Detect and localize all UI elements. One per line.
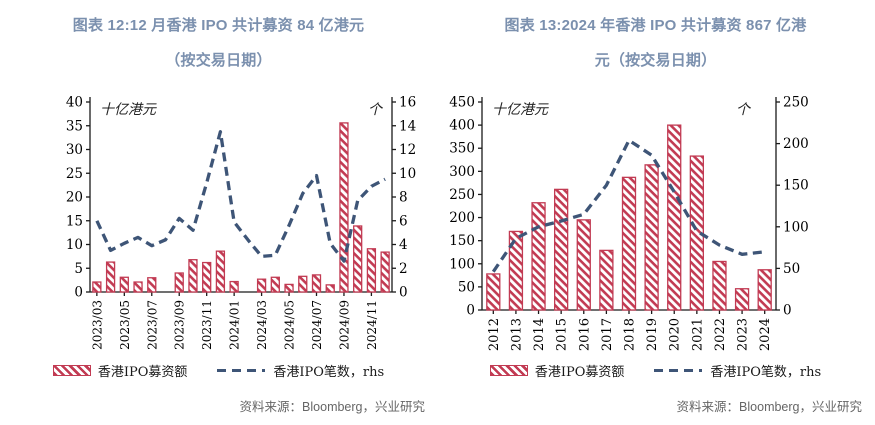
bar-series-label: 香港IPO募资额 [97,365,188,380]
svg-text:2023/03: 2023/03 [90,300,104,350]
line-series-label: 香港IPO笔数，rhs [710,365,822,380]
svg-text:12: 12 [399,142,416,158]
svg-text:2018: 2018 [623,318,638,351]
svg-text:40: 40 [66,95,83,111]
svg-text:200: 200 [783,136,809,152]
svg-text:2021: 2021 [690,318,705,351]
svg-text:250: 250 [783,95,809,111]
svg-text:0: 0 [399,285,408,301]
chart-title-line2: 元（按交易日期） [594,52,717,69]
svg-text:0: 0 [74,285,83,301]
chart-title-line1: 图表 13:2024 年香港 IPO 共计募资 867 亿港 [504,17,807,34]
legend-yearly: 香港IPO募资额 香港IPO笔数，rhs [437,361,874,380]
svg-text:10: 10 [399,166,416,182]
source-note-monthly: 资料来源：Bloomberg，兴业研究 [239,400,425,414]
svg-text:35: 35 [66,118,83,134]
svg-text:25: 25 [66,166,83,182]
svg-text:2024/07: 2024/07 [310,300,324,350]
svg-text:30: 30 [66,142,83,158]
svg-text:2: 2 [399,261,408,277]
bar-series-swatch [489,365,528,376]
svg-text:2015: 2015 [555,318,570,351]
bar-series-swatch [52,365,91,376]
chart-panel-monthly: 图表 12:12 月香港 IPO 共计募资 84 亿港元 （按交易日期） 0 5 1… [0,0,437,425]
svg-text:150: 150 [449,233,475,249]
svg-text:400: 400 [449,118,475,134]
svg-text:2017: 2017 [600,318,615,351]
svg-text:15: 15 [66,213,83,229]
line-series-swatch [217,368,266,373]
svg-text:2024/05: 2024/05 [283,300,297,350]
line-series-label: 香港IPO笔数，rhs [273,365,385,380]
svg-text:50: 50 [458,279,475,295]
svg-text:10: 10 [66,237,83,253]
svg-text:14: 14 [399,118,416,134]
svg-text:50: 50 [783,261,800,277]
svg-text:2016: 2016 [577,318,592,351]
svg-text:2022: 2022 [713,318,728,351]
svg-text:2019: 2019 [645,318,660,351]
svg-text:150: 150 [783,178,809,194]
svg-text:4: 4 [399,237,408,253]
svg-text:6: 6 [399,213,408,229]
svg-text:2012: 2012 [487,318,502,351]
svg-text:20: 20 [66,190,83,206]
monthly-ipo-chart: 0 5 10 15 20 25 30 35 40 0 2 4 6 8 10 12 14 16 2023/03 2023… [66,95,416,350]
svg-text:2023/09: 2023/09 [173,300,187,350]
svg-text:2024/09: 2024/09 [337,300,351,350]
svg-text:个: 个 [736,102,752,118]
svg-text:2023/11: 2023/11 [200,300,214,350]
svg-text:0: 0 [783,303,792,319]
svg-text:2014: 2014 [532,318,547,351]
svg-text:个: 个 [368,102,384,118]
svg-text:2023: 2023 [736,318,751,351]
legend-monthly: 香港IPO募资额 香港IPO笔数，rhs [0,361,437,380]
svg-text:350: 350 [449,141,475,157]
svg-text:300: 300 [449,164,475,180]
svg-text:8: 8 [399,190,408,206]
svg-text:100: 100 [783,219,809,235]
svg-text:2024: 2024 [758,318,773,351]
svg-text:100: 100 [449,256,475,272]
svg-text:16: 16 [399,95,416,111]
source-note-yearly: 资料来源：Bloomberg，兴业研究 [676,400,862,414]
chart-panel-yearly: 图表 13:2024 年香港 IPO 共计募资 867 亿港 元（按交易日期） … [437,0,874,425]
yearly-ipo-chart: 0 50 100 150 200 250 300 350 400 450 0 50 100 150 200 2… [449,95,809,352]
svg-text:2013: 2013 [509,318,524,351]
svg-text:0: 0 [466,303,475,319]
svg-text:2023/07: 2023/07 [145,300,159,350]
svg-text:2023/05: 2023/05 [118,300,132,350]
svg-text:450: 450 [449,95,475,111]
svg-text:十亿港元: 十亿港元 [492,102,549,118]
line-series-swatch [654,368,703,373]
svg-text:十亿港元: 十亿港元 [100,102,157,118]
chart-title-line1: 图表 12:12 月香港 IPO 共计募资 84 亿港元 [72,17,365,34]
chart-title-yearly: 图表 13:2024 年香港 IPO 共计募资 867 亿港 元（按交易日期） [437,8,874,92]
svg-text:2024/01: 2024/01 [228,300,242,350]
svg-text:5: 5 [74,261,83,277]
svg-text:2024/11: 2024/11 [365,300,379,350]
bar-series-label: 香港IPO募资额 [534,365,625,380]
svg-text:200: 200 [449,210,475,226]
svg-text:2020: 2020 [668,318,683,351]
chart-title-monthly: 图表 12:12 月香港 IPO 共计募资 84 亿港元 （按交易日期） [0,8,437,92]
chart-title-line2: （按交易日期） [165,52,272,69]
svg-text:250: 250 [449,187,475,203]
svg-text:2024/03: 2024/03 [255,300,269,350]
